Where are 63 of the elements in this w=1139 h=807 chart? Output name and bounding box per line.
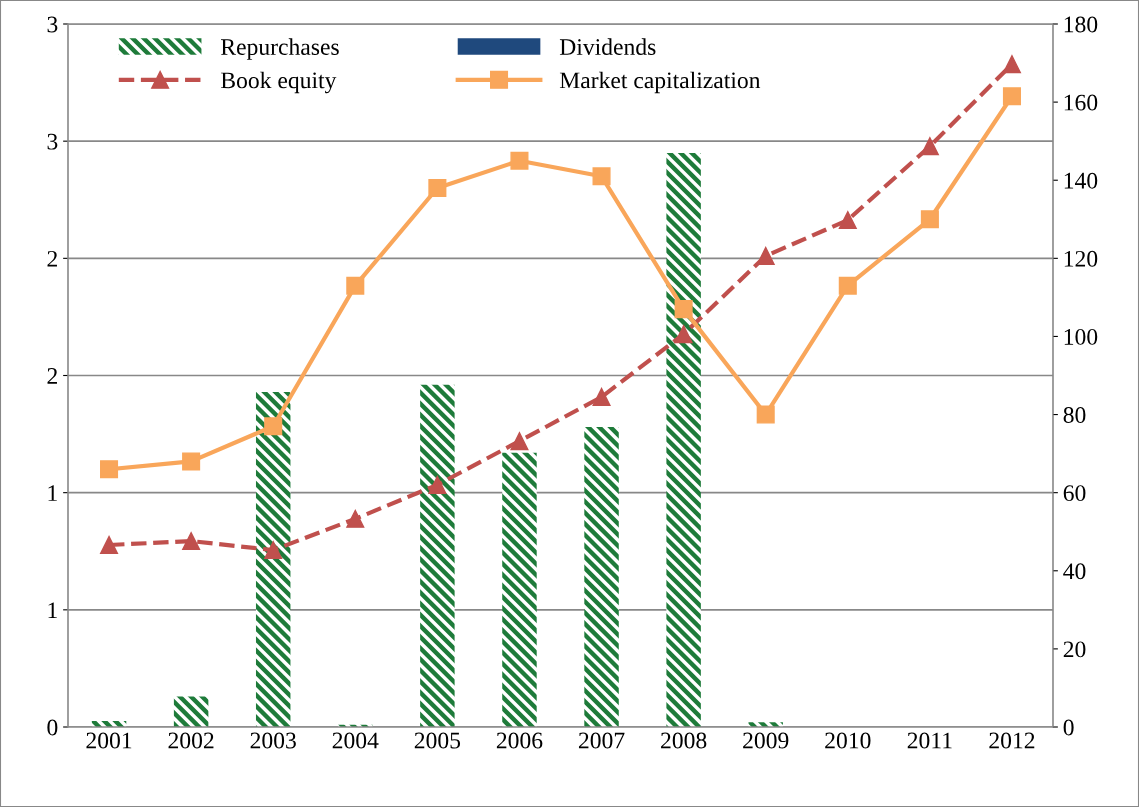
y2-tick-label: 60 [1063,485,1086,502]
point [428,475,447,494]
x-tick-label: 2004 [332,732,379,749]
point [182,532,201,551]
bar [666,152,701,727]
x-tick-label: 2002 [168,732,214,749]
legend-label: Repurchases [221,38,339,60]
y-tick-label: 0 [47,719,58,736]
point [428,179,447,198]
y-tick-label: 2 [47,368,57,384]
y2-tick-label: 180 [1064,16,1098,33]
point [100,535,119,555]
x-tick-label: 2011 [907,732,952,749]
legend-label: Book equity [221,71,337,94]
point [592,167,611,186]
y2-tick-label: 0 [1063,719,1074,736]
y2-tick-label: 20 [1063,641,1086,658]
point [510,151,529,170]
x-tick-label: 2008 [661,732,707,749]
point [838,276,857,295]
x-tick-label: 2003 [250,732,296,749]
point [592,387,611,407]
y-tick-label: 2 [47,250,57,267]
point [182,452,201,471]
legend-label: Market capitalization [559,71,761,94]
y-tick-label: 3 [47,133,58,150]
y2-tick-label: 80 [1063,407,1086,423]
y2-tick-label: 140 [1064,172,1098,189]
point [920,210,939,229]
x-tick-label: 2012 [989,732,1035,749]
x-tick-label: 2001 [86,732,132,749]
x-tick-label: 2009 [743,732,789,749]
point [264,541,283,560]
point [264,417,283,436]
y2-tick-label: 40 [1063,563,1086,580]
point [756,405,775,424]
bar [420,384,455,727]
point [100,460,119,479]
y2-tick-label: 120 [1064,250,1098,267]
y2-tick-label: 160 [1064,94,1098,111]
x-tick-label: 2007 [578,732,625,749]
x-tick-label: 2005 [414,732,461,749]
point [1002,55,1021,74]
bar [173,696,209,727]
point [1002,87,1021,106]
x-tick-label: 2006 [496,732,543,749]
point [674,325,693,344]
y-tick-label: 1 [48,602,57,619]
point [346,276,365,295]
legend-label: Dividends [559,38,656,55]
point [756,246,775,266]
y-tick-label: 3 [47,16,58,33]
bar [584,427,619,727]
point [674,300,693,319]
point [838,211,857,230]
bar [502,452,537,727]
point [510,432,529,451]
point [920,137,939,156]
y2-tick-label: 100 [1064,328,1098,345]
point [346,509,365,528]
bar [255,391,291,727]
y-tick-label: 1 [48,485,57,501]
x-tick-label: 2010 [825,732,871,749]
